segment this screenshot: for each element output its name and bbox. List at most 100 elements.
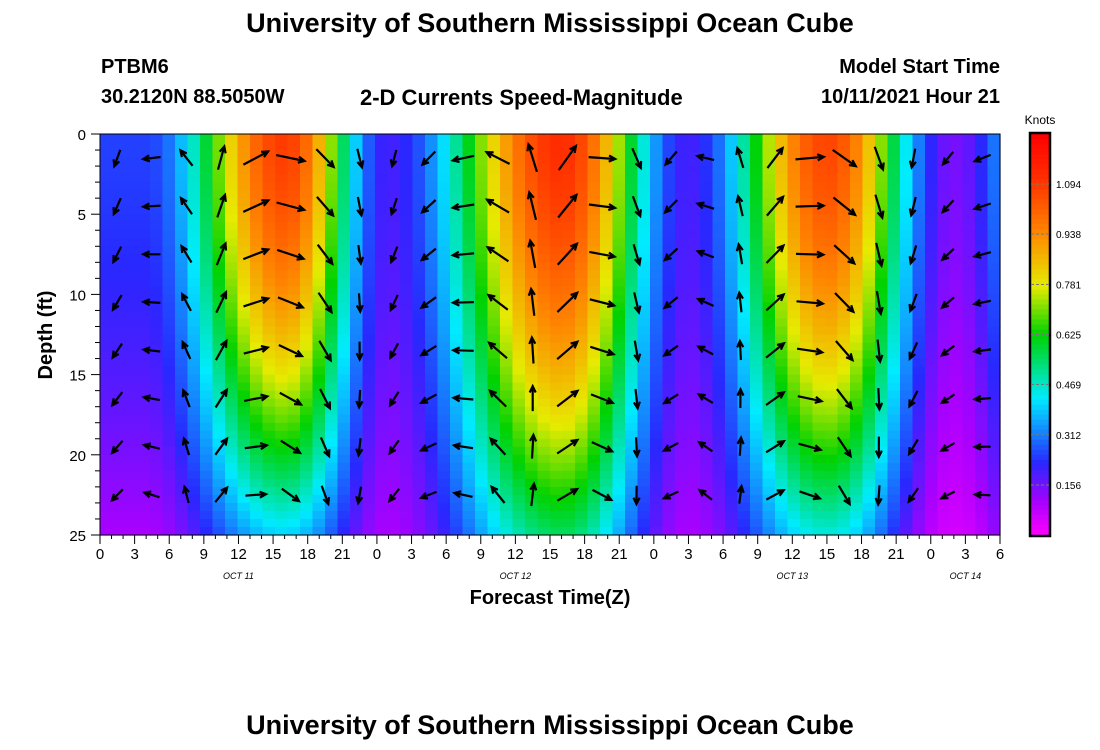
heatmap-cell bbox=[250, 478, 264, 488]
heatmap-cell bbox=[225, 438, 239, 448]
heatmap-cell bbox=[325, 310, 339, 320]
heatmap-cell bbox=[725, 430, 739, 440]
heatmap-cell bbox=[162, 454, 176, 464]
heatmap-cell bbox=[412, 382, 426, 392]
heatmap-cell bbox=[887, 294, 901, 304]
heatmap-cell bbox=[325, 134, 339, 143]
heatmap-cell bbox=[737, 334, 751, 344]
heatmap-cell bbox=[812, 478, 826, 488]
heatmap-cell bbox=[462, 342, 476, 352]
heatmap-cell bbox=[150, 310, 164, 320]
heatmap-cell bbox=[100, 134, 114, 143]
current-arrow bbox=[631, 195, 642, 219]
heatmap-cell bbox=[487, 134, 501, 143]
heatmap-cell bbox=[162, 174, 176, 183]
heatmap-cell bbox=[100, 390, 114, 400]
heatmap-cell bbox=[200, 190, 214, 199]
current-arrow bbox=[834, 292, 856, 314]
heatmap-cell bbox=[600, 390, 614, 400]
heatmap-cell bbox=[262, 406, 276, 416]
x-tick-label: 9 bbox=[477, 546, 485, 563]
heatmap-cell bbox=[462, 334, 476, 344]
heatmap-cell bbox=[437, 134, 451, 143]
heatmap-cell bbox=[725, 398, 739, 408]
heatmap-cell bbox=[300, 398, 314, 408]
heatmap-cell bbox=[862, 502, 876, 512]
heatmap-cell bbox=[175, 286, 189, 295]
heatmap-cell bbox=[462, 326, 476, 336]
heatmap-cell bbox=[812, 214, 826, 223]
heatmap-cell bbox=[987, 390, 1001, 400]
heatmap-cell bbox=[475, 406, 489, 416]
heatmap-cell bbox=[412, 334, 426, 344]
heatmap-cell bbox=[775, 206, 789, 215]
heatmap-cell bbox=[825, 174, 839, 183]
heatmap-cell bbox=[975, 262, 989, 271]
heatmap-cell bbox=[500, 518, 514, 528]
heatmap-cell bbox=[387, 422, 401, 432]
heatmap-cell bbox=[337, 334, 351, 344]
heatmap-cell bbox=[700, 230, 714, 239]
heatmap-cell bbox=[275, 382, 289, 392]
heatmap-cell bbox=[400, 318, 414, 328]
heatmap-cell bbox=[575, 222, 589, 231]
heatmap-cell bbox=[562, 190, 576, 199]
heatmap-cell bbox=[100, 142, 114, 151]
current-arrow bbox=[972, 490, 991, 499]
heatmap-cell bbox=[862, 358, 876, 368]
current-arrow bbox=[276, 248, 306, 261]
heatmap-cell bbox=[875, 334, 889, 344]
heatmap-cell bbox=[250, 222, 264, 231]
heatmap-cell bbox=[562, 270, 576, 279]
heatmap-cell bbox=[375, 510, 389, 520]
heatmap-cell bbox=[262, 270, 276, 279]
heatmap-cell bbox=[450, 246, 464, 255]
heatmap-cell bbox=[925, 302, 939, 312]
heatmap-cell bbox=[200, 142, 214, 151]
heatmap-cell bbox=[962, 302, 976, 312]
heatmap-cell bbox=[425, 254, 439, 263]
heatmap-cell bbox=[525, 174, 539, 183]
current-arrow bbox=[488, 388, 507, 408]
heatmap-cell bbox=[137, 294, 151, 304]
heatmap-cell bbox=[575, 254, 589, 263]
heatmap-cell bbox=[337, 214, 351, 223]
heatmap-cell bbox=[487, 326, 501, 336]
heatmap-cell bbox=[662, 318, 676, 328]
heatmap-cell bbox=[850, 214, 864, 223]
heatmap-cell bbox=[600, 254, 614, 263]
colorbar-segment bbox=[1031, 244, 1049, 250]
heatmap-cell bbox=[312, 254, 326, 263]
heatmap-cell bbox=[725, 302, 739, 312]
heatmap-cell bbox=[800, 462, 814, 472]
heatmap-cell bbox=[525, 398, 539, 408]
heatmap-cell bbox=[550, 454, 564, 464]
heatmap-cell bbox=[337, 350, 351, 360]
heatmap-cell bbox=[550, 206, 564, 215]
colorbar-segment bbox=[1031, 414, 1049, 421]
heatmap-cell bbox=[225, 262, 239, 271]
heatmap-cell bbox=[725, 182, 739, 191]
heatmap-cell bbox=[725, 150, 739, 159]
heatmap-cell bbox=[425, 230, 439, 239]
heatmap-cell bbox=[425, 462, 439, 472]
heatmap-cell bbox=[337, 246, 351, 255]
heatmap-cell bbox=[450, 198, 464, 207]
heatmap-cell bbox=[787, 462, 801, 472]
heatmap-cell bbox=[925, 470, 939, 480]
current-arrow bbox=[527, 286, 536, 316]
colorbar-segment bbox=[1031, 259, 1049, 265]
current-arrow bbox=[242, 199, 271, 213]
heatmap-cell bbox=[800, 438, 814, 448]
heatmap-cell bbox=[250, 414, 264, 424]
current-arrow bbox=[735, 290, 744, 313]
heatmap-cell bbox=[912, 278, 926, 287]
heatmap-cell bbox=[962, 198, 976, 207]
heatmap-cell bbox=[800, 294, 814, 304]
heatmap-cell bbox=[162, 278, 176, 287]
current-arrow bbox=[112, 246, 123, 265]
heatmap-cell bbox=[812, 350, 826, 360]
heatmap-cell bbox=[350, 334, 364, 344]
heatmap-cell bbox=[337, 454, 351, 464]
heatmap-cell bbox=[612, 342, 626, 352]
